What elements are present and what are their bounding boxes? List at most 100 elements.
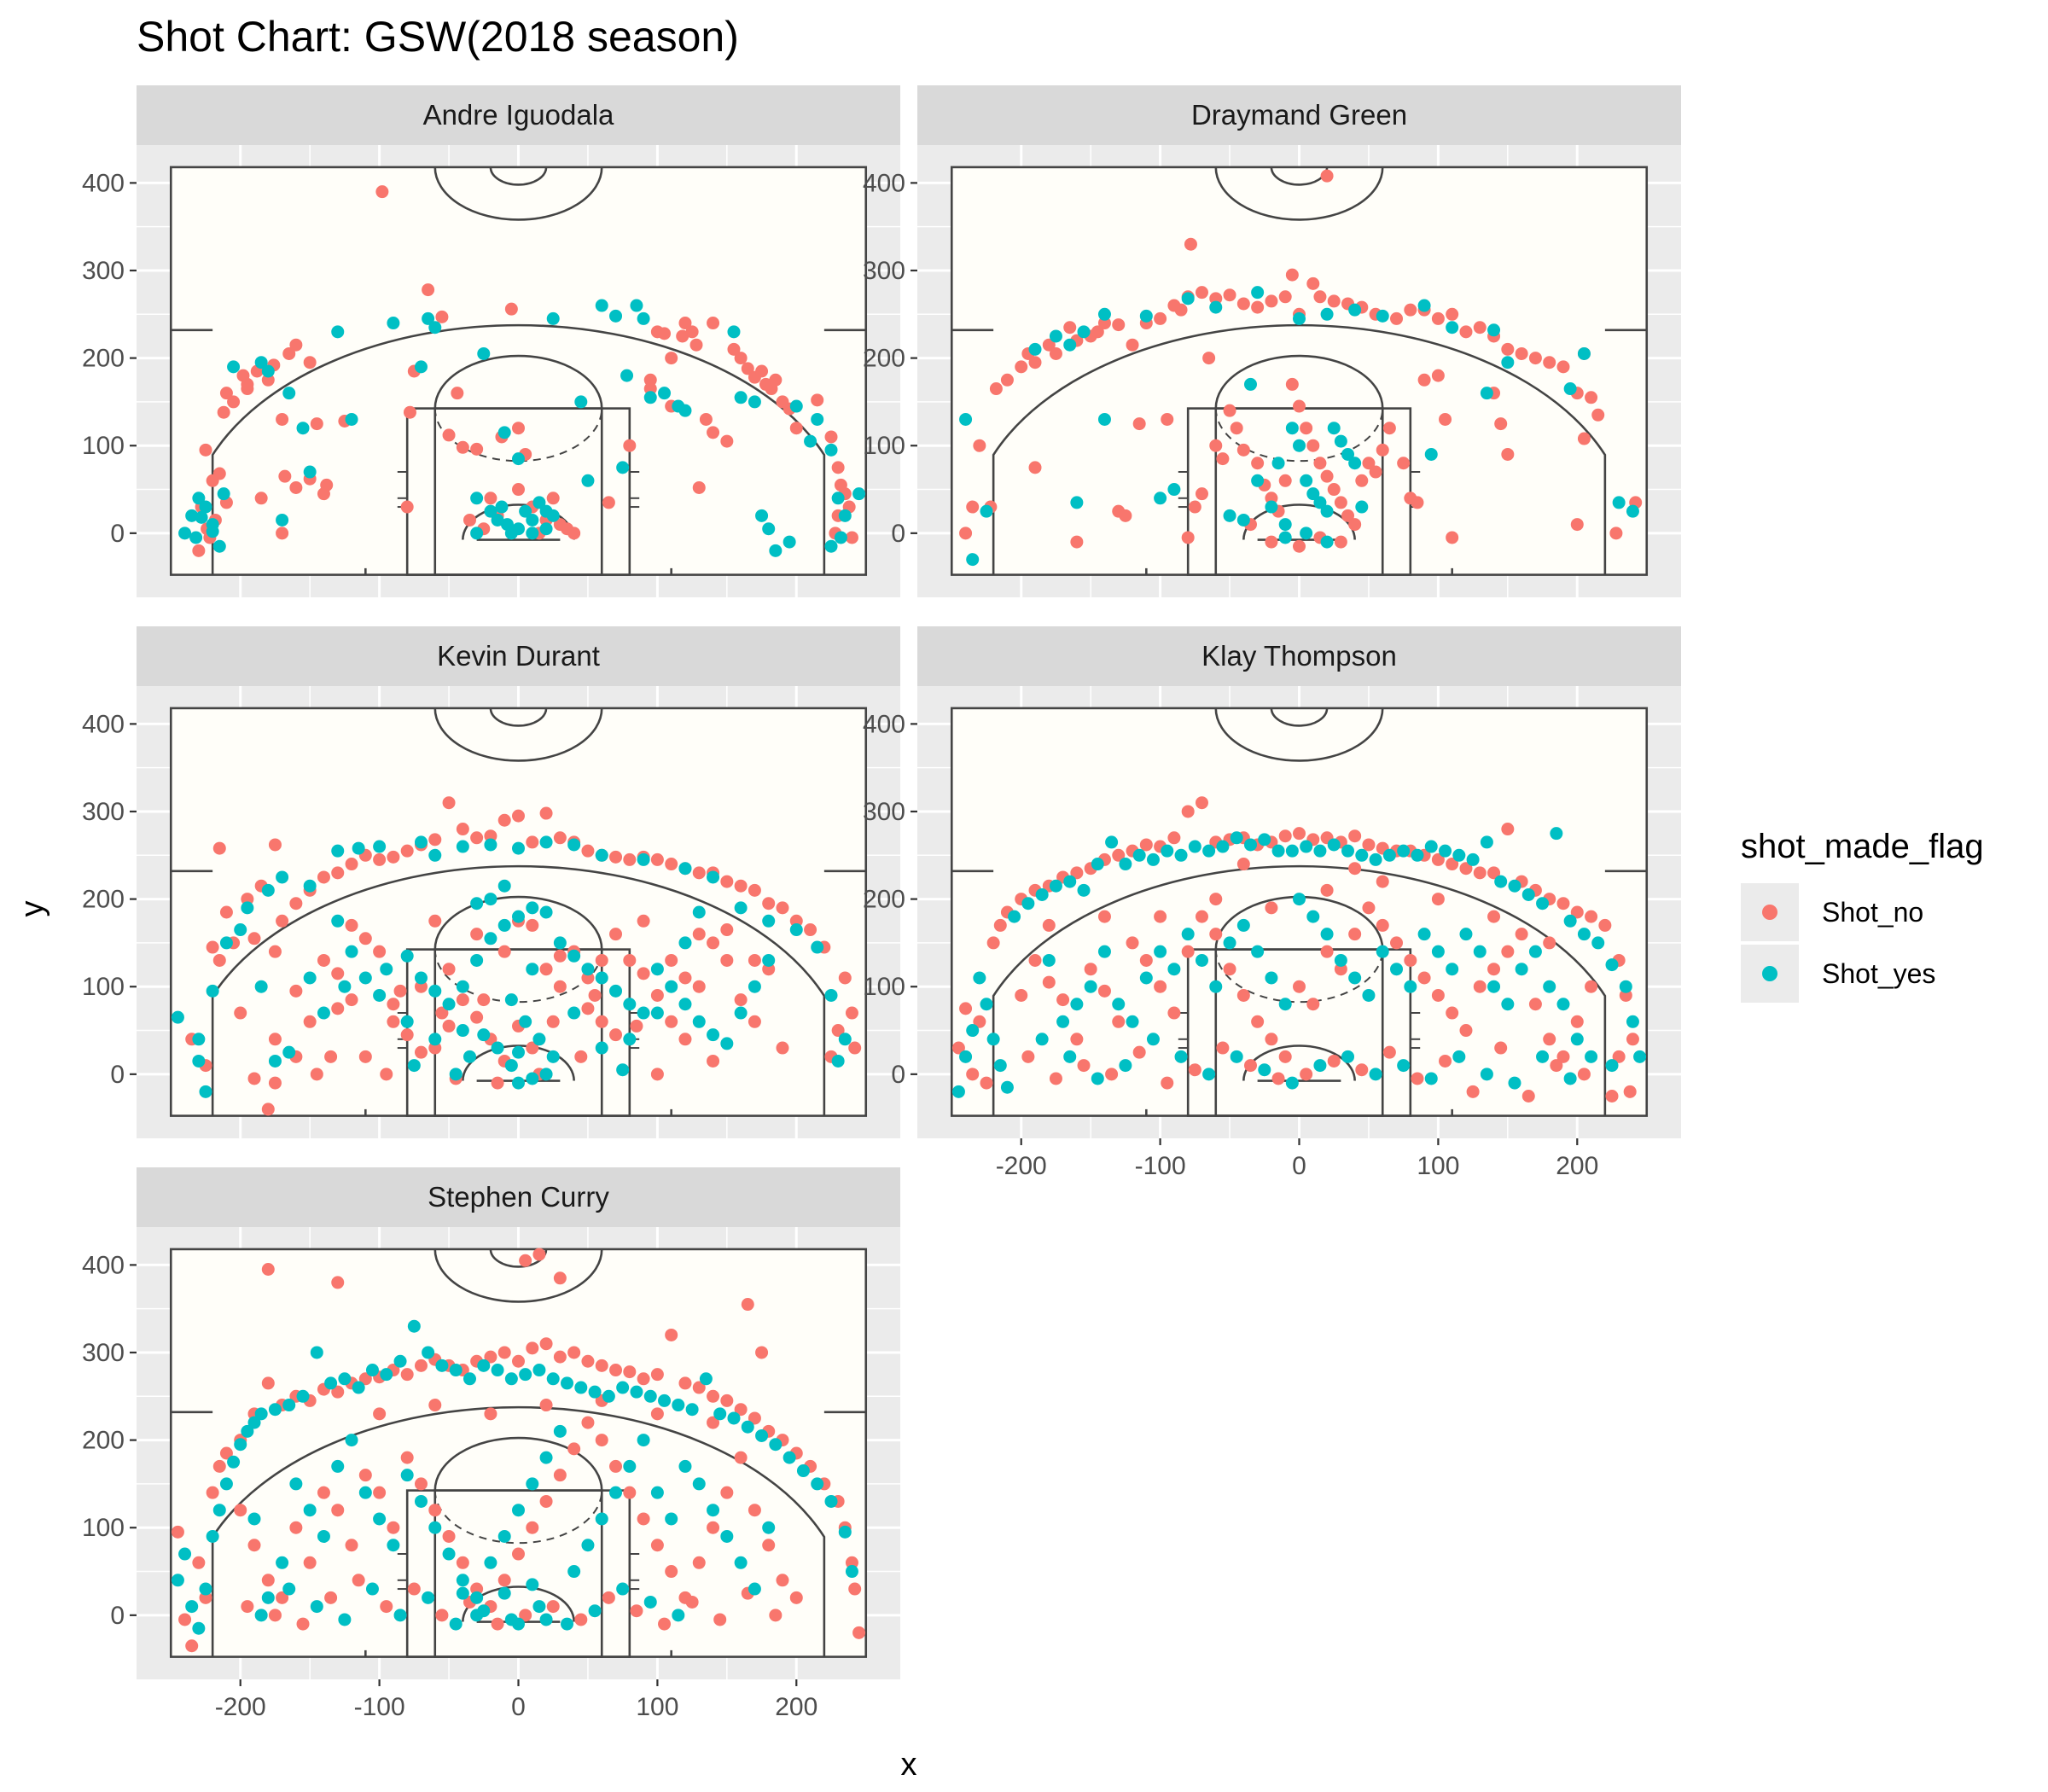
data-point [1209,893,1223,906]
data-point [1077,1059,1091,1073]
data-point [546,311,560,325]
data-point [748,1015,761,1028]
data-point [1473,321,1487,335]
data-point [804,923,817,937]
data-point [1265,492,1278,505]
data-point [268,838,282,852]
data-point [980,1076,993,1090]
data-point [665,1512,678,1526]
data-point [1300,474,1313,487]
data-point [241,901,254,915]
data-point [212,539,226,553]
data-point [189,531,203,544]
data-point [1195,796,1208,810]
data-point [546,1600,560,1614]
data-point [1585,910,1598,923]
data-point [1570,905,1584,919]
data-point [345,993,358,1007]
half-court-outer-arc [1214,166,1384,221]
data-point [581,1354,595,1368]
data-point [296,1617,310,1631]
data-point [1015,360,1028,374]
data-point [1508,879,1521,893]
data-point [380,1368,393,1382]
data-point [317,953,330,967]
data-point [241,1600,254,1614]
data-point [400,500,414,514]
data-point [1278,474,1292,487]
data-point [811,412,824,426]
data-point [1320,169,1334,183]
x-tick-label: 100 [1417,1152,1459,1180]
data-point [1167,831,1181,845]
data-point [303,356,317,369]
data-point [734,993,748,1007]
data-point [707,1389,720,1403]
data-point [1487,963,1501,976]
data-point [227,360,241,374]
data-point [373,988,387,1002]
data-point [365,1582,379,1596]
data-point [1515,963,1528,976]
court-lines [950,166,1649,576]
data-point [1348,829,1362,843]
data-point [1167,1006,1181,1020]
data-point [470,928,484,941]
data-point [1501,945,1515,958]
free-throw-arc [433,1436,603,1491]
data-point [1216,1041,1230,1055]
y-tick-label: 100 [82,973,125,1001]
data-point [1251,300,1265,314]
data-point [616,1063,630,1077]
series-points [951,827,1647,1098]
data-point [637,967,650,980]
data-point [1306,998,1320,1011]
data-point [1167,963,1181,976]
data-point [512,1076,525,1090]
facet-strip [137,85,900,145]
data-point [1362,838,1376,852]
data-point [1056,1015,1070,1028]
data-point [206,984,219,998]
data-point [734,1556,748,1569]
data-point [1293,893,1306,906]
data-point [276,513,289,527]
y-tick-label: 300 [82,798,125,826]
data-point [254,1609,268,1622]
data-point [1070,866,1084,880]
court-lines [950,707,1649,1117]
data-point [637,914,650,928]
data-point [609,850,623,864]
data-point [1202,1068,1216,1081]
data-point [484,829,497,843]
data-point [588,1604,602,1618]
data-point [539,522,553,536]
data-point [247,1072,261,1085]
data-point [171,1525,184,1539]
data-point [296,1389,310,1403]
data-point [1126,936,1139,950]
facet-strip [137,626,900,686]
data-point [261,373,275,387]
data-point [1487,323,1501,337]
data-point [373,945,387,958]
data-point [1236,513,1250,527]
data-point [1376,918,1389,932]
data-point [546,509,560,522]
data-point [776,901,789,915]
data-point [1209,292,1223,305]
data-point [567,527,581,540]
data-point [1626,1033,1639,1046]
data-point [414,1477,428,1491]
data-point [707,1521,720,1534]
data-point [1056,993,1070,1007]
data-point [1570,1015,1584,1028]
data-point [400,1469,414,1482]
data-point [206,940,219,954]
data-point [707,426,720,439]
data-point [254,1407,268,1421]
data-point [449,1364,463,1377]
data-point [1097,945,1111,958]
data-point [561,1376,574,1390]
data-point [310,417,323,431]
